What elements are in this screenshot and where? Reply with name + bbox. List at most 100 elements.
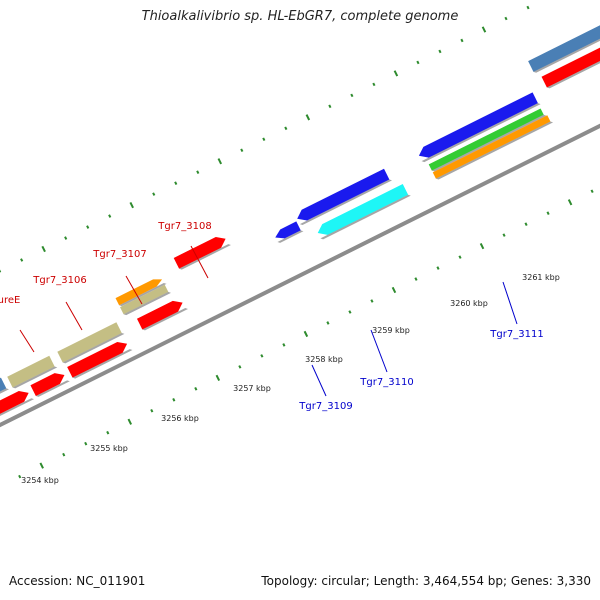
gene-khaki-2-edge <box>62 333 125 364</box>
label-tgr7-3109: Tgr7_3109 <box>298 401 352 412</box>
gene-red-4-edge <box>142 308 188 331</box>
gene-blue-2 <box>297 168 393 225</box>
inner-tick <box>370 299 374 303</box>
inner-tick <box>194 387 198 391</box>
inner-tick <box>18 474 22 479</box>
outer-tick <box>393 70 399 77</box>
label-tgr7-3106: Tgr7_3106 <box>32 275 86 286</box>
label-ureE-leader <box>19 329 35 353</box>
gene-blue-1 <box>275 221 304 243</box>
gene-orange-2-shape <box>432 115 551 179</box>
gene-red-3-edge <box>72 349 133 379</box>
inner-tick <box>260 354 264 358</box>
gene-khaki-1-edge <box>12 366 58 389</box>
label-tgr7-3108: Tgr7_3108 <box>157 221 211 232</box>
outer-tick <box>108 214 112 218</box>
scale-labels: 3254 kbp 3255 kbp 3256 kbp 3257 kbp 3258 kbp… <box>21 273 560 485</box>
outer-tick <box>152 192 156 196</box>
outer-tick <box>196 170 200 174</box>
gene-orange-1 <box>115 279 167 307</box>
inner-tick <box>106 430 110 435</box>
outer-tick <box>41 245 46 253</box>
gene-red-4-shape <box>136 300 183 330</box>
gene-blue-1-shape <box>275 221 301 239</box>
outer-tick <box>460 38 464 43</box>
inner-tick <box>127 418 133 425</box>
inner-tick <box>458 255 462 259</box>
label-tgr7-3110: Tgr7_3110 <box>359 377 413 388</box>
outer-tick <box>86 225 90 229</box>
label-tgr7-3106-leader <box>65 301 83 331</box>
inner-tick <box>39 462 44 469</box>
backbone-line <box>0 123 600 428</box>
gene-blue-2-shape <box>297 168 390 221</box>
inner-tick <box>62 452 66 457</box>
scale-label: 3258 kbp <box>305 355 343 364</box>
outer-tick <box>262 137 266 142</box>
gene-blue-2-edge <box>299 179 393 225</box>
gene-blue-3-shape <box>418 92 538 158</box>
label-ureE: ureE <box>0 295 20 306</box>
label-tgr7-3107-leader <box>125 275 143 305</box>
inner-tick <box>215 374 221 381</box>
inner-tick <box>414 277 418 281</box>
inner-tick <box>150 408 154 413</box>
inner-tick <box>524 222 528 226</box>
gene-blue-3-edge <box>421 103 541 163</box>
gene-red-1 <box>0 391 35 435</box>
gene-red-2-shape <box>30 373 65 396</box>
outer-tick <box>240 148 244 153</box>
outer-tick <box>481 26 487 33</box>
label-tgr7-3110-leader <box>370 329 388 373</box>
gene-red-1-shape <box>0 391 29 434</box>
outer-tick <box>328 104 332 109</box>
gene-orange-2-edge <box>435 121 554 180</box>
label-tgr7-3109-leader <box>311 364 327 397</box>
label-tgr7-3107: Tgr7_3107 <box>92 249 146 260</box>
inner-tick <box>238 365 242 369</box>
gene-red-6-edge <box>546 51 600 89</box>
inner-tick <box>348 310 352 314</box>
scale-label: 3257 kbp <box>233 384 271 393</box>
scale-label: 3256 kbp <box>161 414 199 423</box>
inner-tick <box>326 321 330 325</box>
gene-labels: ureE Tgr7_3106 Tgr7_3107 Tgr7_3108 Tgr7_3109… <box>0 221 544 412</box>
scale-label: 3260 kbp <box>450 299 488 308</box>
gene-orange-1-edge <box>119 282 167 307</box>
outer-tick <box>416 60 420 65</box>
gene-green-1-edge <box>431 114 547 172</box>
gene-steelblue-2-edge <box>533 33 600 73</box>
label-tgr7-3108-leader <box>190 245 209 279</box>
outer-tick <box>64 236 68 240</box>
label-tgr7-3111-leader <box>502 281 518 325</box>
gene-blue-3 <box>418 92 541 163</box>
inner-tick <box>172 398 176 402</box>
gene-cyan-1-edge <box>320 194 411 240</box>
gene-red-5 <box>173 236 231 270</box>
outer-tick <box>372 82 376 87</box>
inner-tick <box>479 242 485 250</box>
inner-tick <box>567 199 573 206</box>
gene-red-3-shape <box>67 341 128 378</box>
scale-label: 3259 kbp <box>372 326 410 335</box>
gene-red-6 <box>541 44 600 89</box>
outer-tick <box>438 49 442 54</box>
gene-red-2-edge <box>35 380 70 397</box>
gene-red-3 <box>67 341 133 379</box>
outer-tick <box>305 114 311 121</box>
gene-khaki-1-shape <box>7 355 55 388</box>
genome-backbone <box>0 123 600 428</box>
map-title: Thioalkalivibrio sp. HL-EbGR7, complete … <box>141 9 459 24</box>
gene-blue-1-edge <box>277 230 304 243</box>
outer-tick <box>20 258 24 262</box>
tick-marks <box>0 5 594 479</box>
inner-tick <box>590 189 594 194</box>
gene-red-2 <box>30 373 70 397</box>
gene-orange-1-shape <box>115 279 163 306</box>
outer-tick <box>174 181 178 185</box>
inner-tick <box>391 286 397 294</box>
scale-label: 3254 kbp <box>21 476 59 485</box>
gene-cyan-1 <box>317 183 411 240</box>
topology-text: Topology: circular; Length: 3,464,554 bp… <box>261 574 591 588</box>
